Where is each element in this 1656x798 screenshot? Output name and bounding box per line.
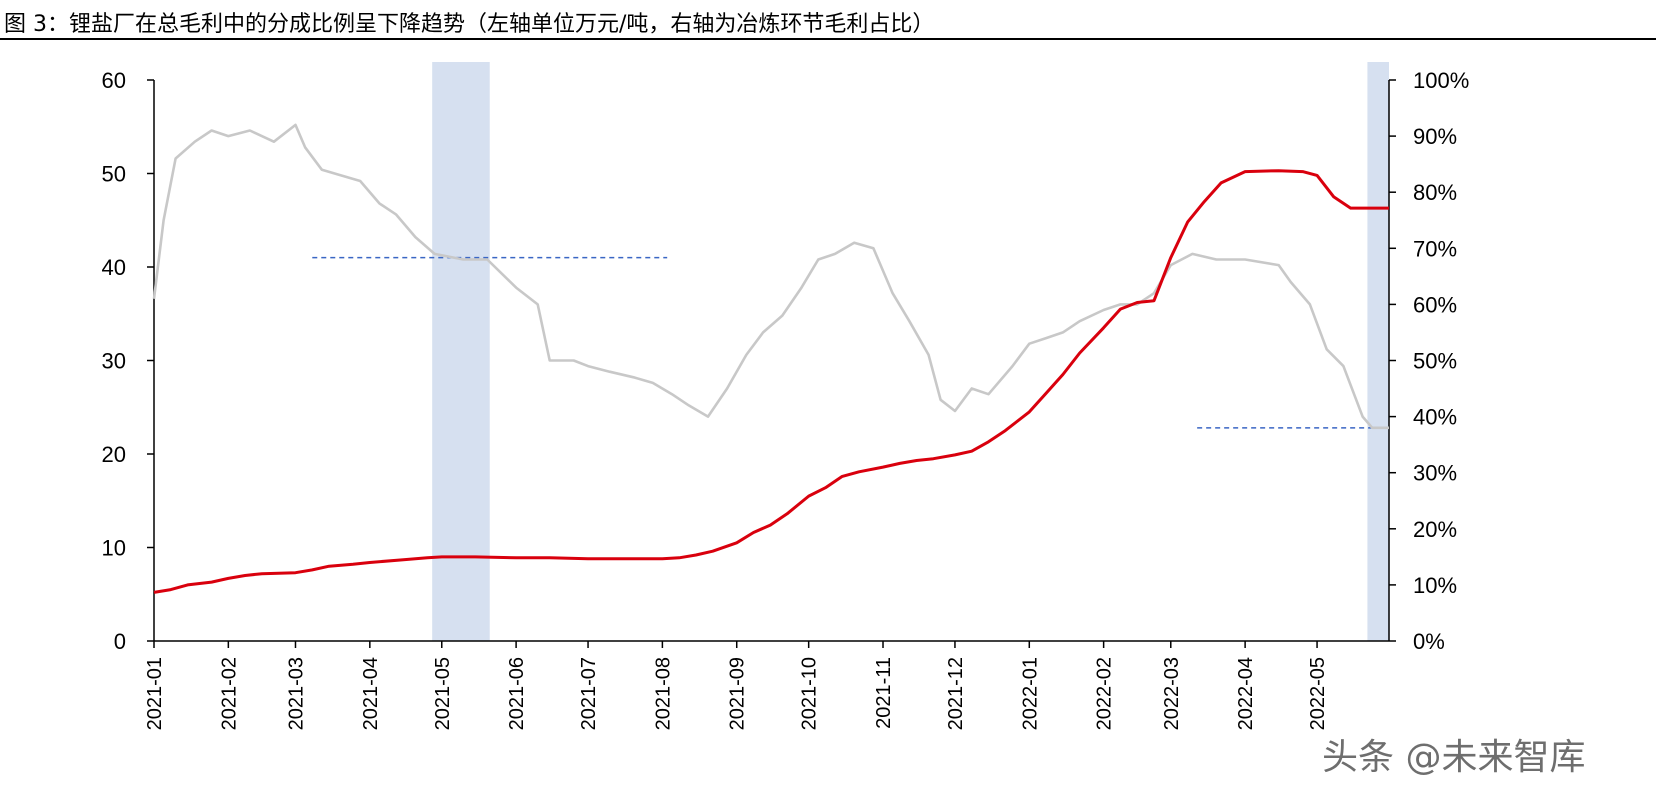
x-tick-label: 2021-09 (727, 657, 749, 730)
reference-lines (312, 256, 1389, 429)
x-tick-label: 2022-03 (1161, 657, 1183, 730)
x-tick-label: 2021-05 (432, 657, 454, 730)
y-right-tick-label: 90% (1413, 124, 1457, 149)
y-right-tick-label: 80% (1413, 180, 1457, 205)
tick-labels: 0 10 20 30 40 50 60 0% 10% 20% 30% 40% 50% 60% 70% 80% 9… (102, 68, 1470, 730)
y-right-tick-label: 50% (1413, 349, 1457, 374)
y-left-tick-label: 20 (102, 442, 126, 467)
chart-title: 图 3：锂盐厂在总毛利中的分成比例呈下降趋势（左轴单位万元/吨，右轴为冶炼环节毛… (4, 12, 935, 37)
y-right-tick-label: 40% (1413, 405, 1457, 430)
x-tick-label: 2021-07 (578, 657, 600, 730)
y-left-tick-label: 10 (102, 536, 126, 561)
x-tick-label: 2021-11 (873, 657, 895, 729)
x-tick-label: 2022-02 (1094, 657, 1116, 730)
x-tick-label: 2022-01 (1019, 657, 1041, 730)
title-bar: 图 3：锂盐厂在总毛利中的分成比例呈下降趋势（左轴单位万元/吨，右轴为冶炼环节毛… (0, 0, 1656, 40)
series-line-right-axis (152, 123, 1389, 430)
x-tick-label: 2021-02 (218, 657, 240, 730)
y-right-tick-label: 70% (1413, 236, 1457, 261)
x-tick-label: 2021-01 (144, 657, 166, 730)
y-right-tick-label: 0% (1413, 629, 1445, 654)
axes (147, 79, 1396, 648)
y-left-tick-label: 0 (114, 629, 126, 654)
watermark: 头条 @未来智库 (1322, 737, 1586, 778)
y-right-tick-label: 60% (1413, 292, 1457, 317)
y-right-tick-label: 30% (1413, 461, 1457, 486)
x-tick-label: 2021-12 (945, 657, 967, 730)
y-right-tick-label: 20% (1413, 517, 1457, 542)
y-left-tick-label: 40 (102, 255, 126, 280)
y-right-tick-label: 100% (1413, 68, 1469, 93)
x-tick-label: 2021-04 (360, 657, 382, 730)
x-tick-label: 2022-04 (1235, 657, 1257, 730)
x-tick-label: 2021-06 (506, 657, 528, 730)
y-left-tick-label: 60 (102, 68, 126, 93)
series-line-left-axis (153, 169, 1389, 594)
shaded-bands (432, 62, 1389, 641)
shaded-band-2 (1367, 62, 1389, 641)
y-left-tick-label: 30 (102, 349, 126, 374)
x-tick-label: 2021-08 (652, 657, 674, 730)
x-tick-label: 2021-03 (285, 657, 307, 730)
x-tick-label: 2021-10 (799, 657, 821, 730)
shaded-band-1 (432, 62, 490, 641)
y-left-tick-label: 50 (102, 162, 126, 187)
x-tick-label: 2022-05 (1307, 657, 1329, 730)
series (152, 123, 1389, 594)
y-right-tick-label: 10% (1413, 573, 1457, 598)
